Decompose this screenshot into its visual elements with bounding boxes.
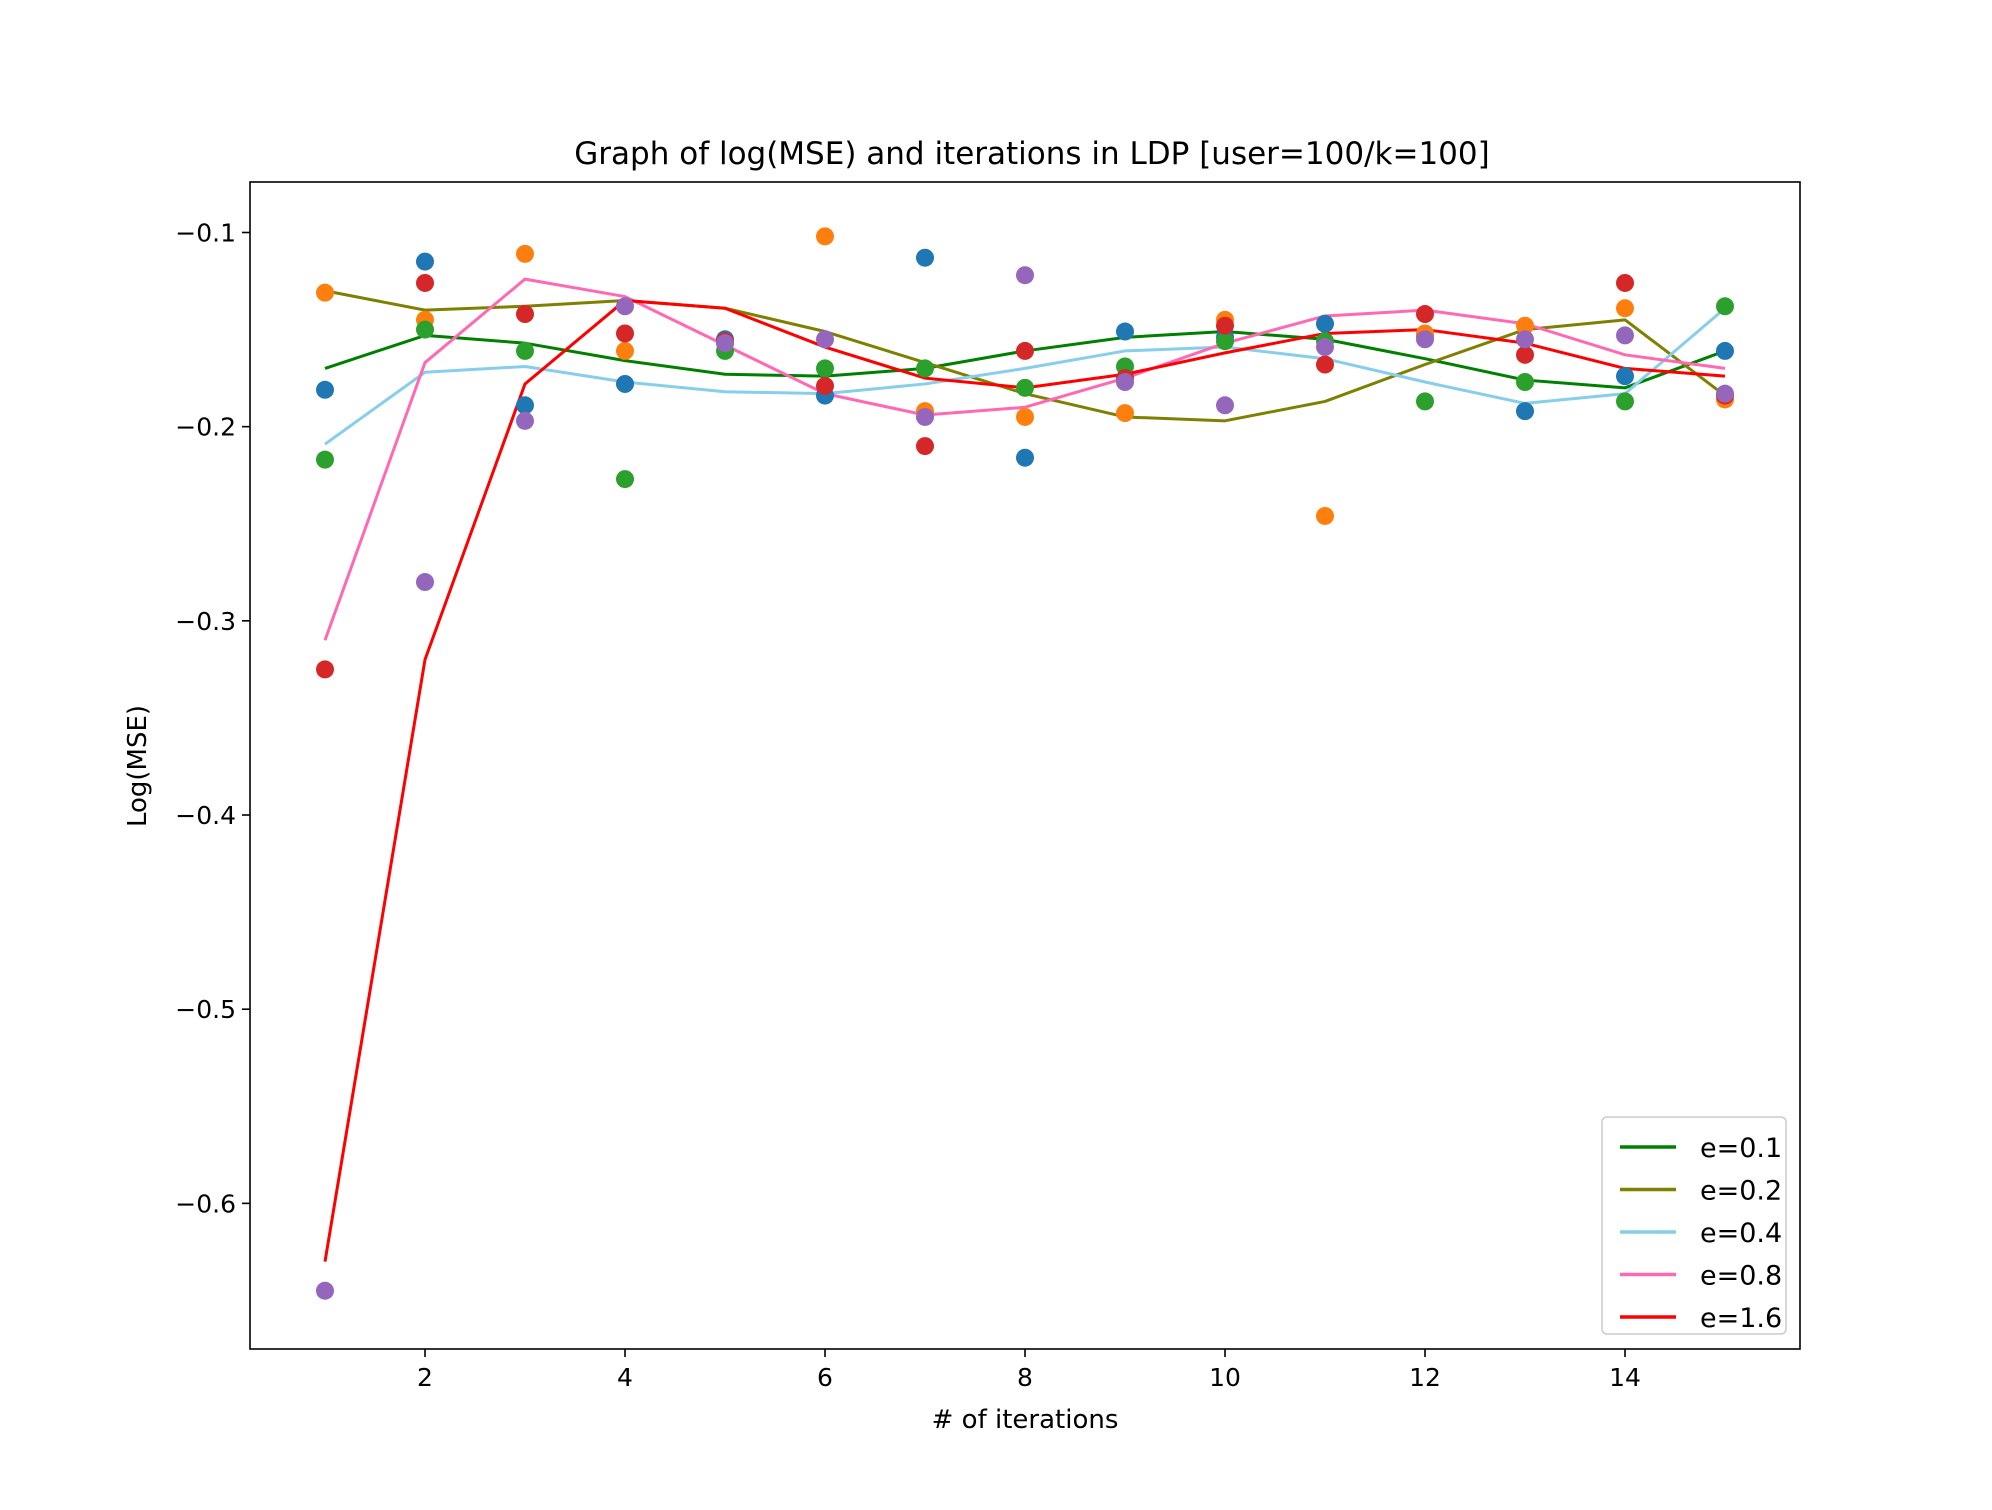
scatter-point [916,359,934,378]
y-axis-label: Log(MSE) [123,705,153,827]
scatter-point [516,396,534,415]
plot-frame [250,182,1800,1349]
scatter-point [716,334,734,353]
scatter-point [1016,407,1034,426]
x-tick-label: 2 [417,1363,433,1392]
scatter-point [316,660,334,679]
scatter-point [1516,316,1534,335]
scatter-point [416,252,434,271]
x-tick-label: 4 [617,1363,633,1392]
scatter-point [316,450,334,469]
x-tick-label: 12 [1409,1363,1441,1392]
legend-label: e=1.6 [1700,1303,1782,1334]
legend-box [1601,1116,1787,1335]
scatter-point [616,341,634,360]
chart-title: Graph of log(MSE) and iterations in LDP … [574,136,1489,172]
scatter-point [1316,506,1334,525]
y-tick-label: −0.5 [175,995,236,1024]
scatter-point [1416,392,1434,411]
scatter-point [816,227,834,246]
scatter-point [1616,367,1634,386]
scatter-point [1716,384,1734,403]
scatter-point [1116,373,1134,392]
y-tick-label: −0.1 [175,218,236,247]
scatter-point [1516,330,1534,349]
scatter-point [1316,338,1334,357]
series-line-e=0.8 [323,277,1726,641]
y-tick-label: −0.2 [175,413,236,442]
scatter-point [1416,305,1434,324]
scatter-point [916,437,934,456]
series-line-e=0.4 [324,307,1726,446]
scatter-point [1216,396,1234,415]
scatter-point [1216,332,1234,351]
scatter-point [516,411,534,430]
scatter-point [516,341,534,360]
scatter-point [1516,373,1534,392]
scatter-point [1716,297,1734,316]
y-tick-label: −0.6 [175,1189,236,1218]
scatter-point [1716,341,1734,360]
y-axis-ticks: −0.6 −0.5 −0.4 −0.3 −0.2 −0.1 [175,218,250,1218]
scatter-point [416,573,434,592]
scatter-point [1216,316,1234,335]
scatter-point [1516,345,1534,364]
scatter-point [316,1281,334,1300]
scatter-point [916,407,934,426]
scatter-point [1616,326,1634,345]
scatter-point [416,273,434,292]
legend-label: e=0.8 [1700,1261,1782,1292]
legend-label: e=0.1 [1700,1133,1782,1164]
scatter-point [616,470,634,489]
scatter-point [916,248,934,267]
y-tick-label: −0.3 [175,607,236,636]
x-tick-label: 14 [1609,1363,1641,1392]
scatter-point [816,330,834,349]
scatter-point [616,324,634,343]
scatter-point [616,297,634,316]
scatter-point [616,374,634,393]
scatter-points [316,227,1734,1300]
x-tick-label: 6 [817,1363,833,1392]
scatter-point [1516,402,1534,421]
scatter-point [1316,314,1334,333]
scatter-point [316,283,334,302]
scatter-point [516,244,534,263]
scatter-point [1616,273,1634,292]
scatter-point [1016,341,1034,360]
plot-area [250,182,1800,1349]
scatter-point [1316,355,1334,374]
scatter-point [516,305,534,324]
scatter-point [316,380,334,399]
legend-label: e=0.2 [1700,1176,1782,1207]
scatter-point [816,376,834,395]
scatter-point [1116,404,1134,423]
legend-label: e=0.4 [1700,1218,1782,1249]
scatter-point [416,320,434,339]
scatter-point [1016,448,1034,467]
x-tick-label: 8 [1017,1363,1033,1392]
scatter-point [1616,392,1634,411]
x-axis-ticks: 2 4 6 8 10 12 14 [417,1349,1641,1392]
scatter-point [1616,299,1634,318]
y-tick-label: −0.4 [175,801,236,830]
x-axis-label: # of iterations [932,1405,1119,1435]
scatter-point [1116,322,1134,341]
x-tick-label: 10 [1209,1363,1241,1392]
scatter-point [816,359,834,378]
scatter-point [1016,378,1034,397]
scatter-point [1416,330,1434,349]
scatter-point [1016,266,1034,285]
legend: e=0.1 e=0.2 e=0.4 e=0.8 e=1.6 [1601,1116,1787,1335]
